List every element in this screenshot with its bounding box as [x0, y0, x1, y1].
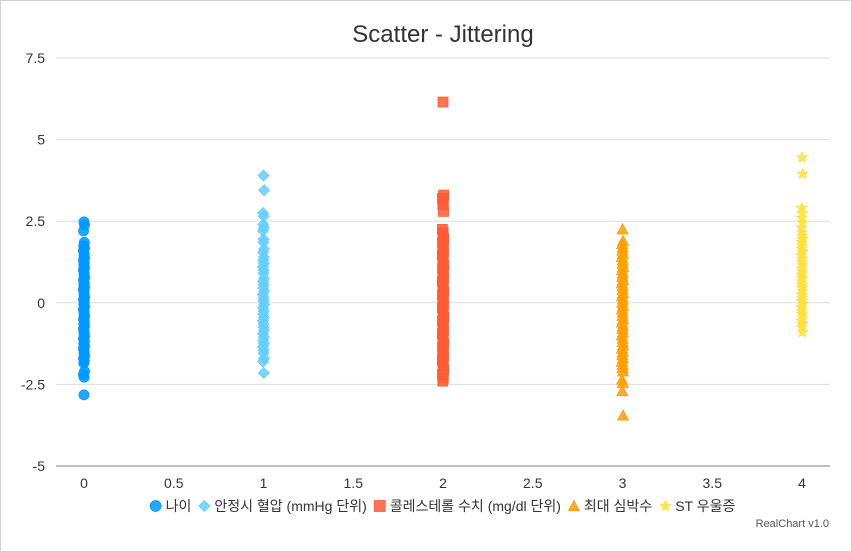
series-diamond	[256, 169, 271, 380]
legend[interactable]: 나이 안정시 혈압 (mmHg 단위) 콜레스테롤 수치 (mg/dl 단위) 최대 …	[149, 498, 736, 514]
series-triangle	[615, 223, 630, 421]
y-axis-ticks: -5 -2.5 0 2.5 5 7.5	[21, 50, 45, 474]
legend-item[interactable]: 최대 심박수	[567, 498, 652, 514]
y-tick-label: 7.5	[26, 50, 46, 66]
data-point-star[interactable]	[796, 167, 809, 180]
data-point-star[interactable]	[795, 151, 809, 163]
data-point-circle[interactable]	[78, 371, 90, 383]
data-point-circle[interactable]	[78, 389, 90, 401]
y-tick-label: 5	[37, 132, 45, 148]
y-tick-label: 2.5	[26, 213, 46, 229]
data-point-triangle[interactable]	[616, 223, 629, 235]
x-axis-ticks: 0 0.5 1 1.5 2 2.5 3 3.5 4	[80, 475, 806, 491]
legend-item[interactable]: 나이	[149, 498, 192, 514]
x-tick-label: 4	[798, 475, 806, 491]
data-point-square[interactable]	[438, 206, 449, 217]
x-tick-label: 3	[619, 475, 627, 491]
legend-marker-square[interactable]	[373, 500, 386, 512]
data-point-square[interactable]	[437, 96, 449, 108]
legend-item[interactable]: 콜레스테롤 수치 (mg/dl 단위)	[373, 498, 561, 514]
legend-label: 안정시 혈압 (mmHg 단위)	[214, 498, 366, 514]
legend-label: 최대 심박수	[584, 498, 652, 514]
y-tick-label: 0	[37, 295, 45, 311]
data-points	[78, 96, 809, 421]
x-tick-label: 0	[80, 475, 88, 491]
y-tick-label: -5	[33, 458, 46, 474]
legend-item[interactable]: 안정시 혈압 (mmHg 단위)	[198, 498, 367, 514]
chart-title: Scatter - Jittering	[352, 21, 533, 48]
data-point-diamond[interactable]	[256, 355, 270, 368]
legend-label: 나이	[166, 498, 192, 514]
x-tick-label: 2.5	[523, 475, 543, 491]
data-point-triangle[interactable]	[616, 384, 629, 397]
legend-label: ST 우울증	[675, 498, 735, 514]
data-point-diamond[interactable]	[257, 169, 270, 182]
data-point-square[interactable]	[437, 375, 449, 387]
series-circle	[78, 216, 90, 401]
legend-item[interactable]: ST 우울증	[658, 498, 736, 514]
series-star	[795, 151, 809, 338]
x-tick-label: 1	[260, 475, 268, 491]
legend-marker-triangle[interactable]	[567, 499, 581, 512]
legend-marker-circle[interactable]	[149, 500, 162, 512]
series-square	[436, 96, 450, 387]
x-tick-label: 3.5	[703, 475, 723, 491]
legend-marker-diamond[interactable]	[198, 499, 211, 513]
y-tick-label: -2.5	[21, 376, 45, 392]
legend-marker-star[interactable]	[658, 499, 672, 512]
data-point-star[interactable]	[796, 325, 809, 338]
x-tick-label: 2	[439, 475, 447, 491]
data-point-circle[interactable]	[78, 225, 89, 237]
x-tick-label: 0.5	[164, 475, 184, 491]
data-point-diamond[interactable]	[258, 184, 271, 197]
x-tick-label: 1.5	[344, 475, 364, 491]
legend-label: 콜레스테롤 수치 (mg/dl 단위)	[390, 498, 561, 514]
data-point-triangle[interactable]	[616, 409, 630, 421]
credits-label[interactable]: RealChart v1.0	[756, 518, 829, 530]
data-point-diamond[interactable]	[257, 366, 270, 380]
